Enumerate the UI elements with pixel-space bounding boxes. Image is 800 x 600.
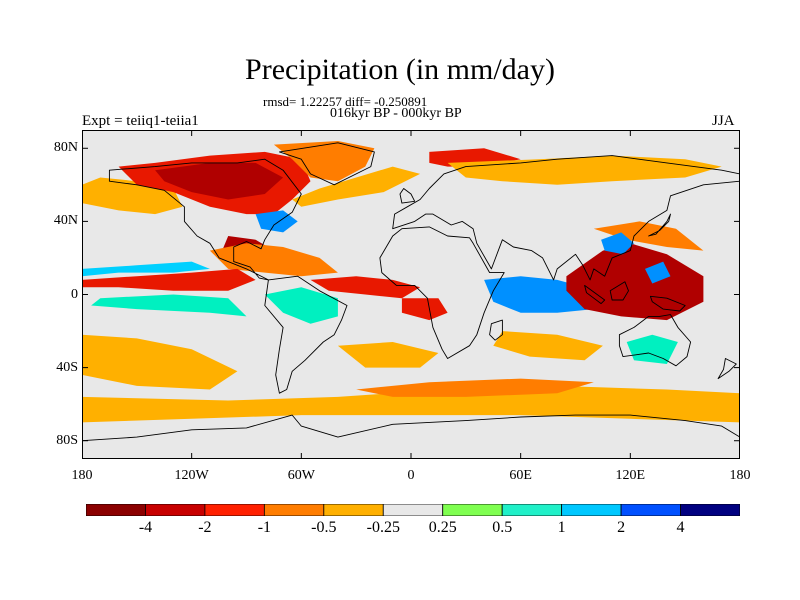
y-tick-label: 80N [53, 140, 78, 156]
y-tick-label: 80S [56, 432, 78, 448]
anomaly-gulf-atlantic-orange [209, 243, 338, 277]
x-tick-label: 120E [615, 468, 646, 483]
colorbar-box [382, 504, 444, 516]
anomaly-indian-ocean-wet [484, 276, 594, 313]
precipitation-map [82, 130, 740, 459]
map-panel [82, 130, 740, 459]
anomaly-maritime-continent-dry [566, 243, 704, 321]
coastline-layer [82, 142, 740, 459]
y-tick-label: 0 [71, 286, 78, 302]
colorbar-box [145, 504, 206, 516]
colorbar [86, 504, 740, 516]
x-tick-label: 0 [407, 468, 415, 483]
colorbar-label: -1 [257, 519, 272, 536]
stats-subtitle: rmsd= 1.22257 diff= -0.250891 [263, 94, 428, 109]
colorbar-box [561, 504, 622, 516]
anomaly-greenland-orange [273, 141, 375, 182]
season-label: JJA [712, 113, 735, 129]
plot-title: Precipitation (in mm/day) [245, 53, 555, 86]
anomaly-philippine-wet [645, 261, 671, 284]
coastline-antarctica [82, 414, 740, 459]
colorbar-box [263, 504, 325, 516]
x-tick-label: 120W [174, 468, 209, 483]
colorbar-box [680, 504, 740, 516]
y-tick-label: 40N [53, 213, 78, 229]
anomaly-south-atlantic-orange [337, 342, 439, 368]
anomaly-south-indian-orange [493, 331, 603, 361]
coastline-new-guinea [649, 295, 686, 312]
colorbar-box [323, 504, 384, 516]
x-tick-label: 60W [287, 468, 315, 483]
colorbar-label: 4 [676, 519, 685, 536]
colorbar-box [501, 504, 563, 516]
x-tick-label: 180 [71, 468, 93, 483]
colorbar-label: 0.25 [428, 519, 457, 536]
anomaly-south-pacific-cyan [91, 294, 247, 317]
anomaly-china-wet [601, 232, 634, 255]
colorbar-label: -4 [138, 519, 153, 536]
coastline-australia [618, 314, 692, 367]
coastline-south-america [264, 275, 348, 394]
anomaly-south-pacific-orange [82, 334, 238, 390]
colorbar-label: -0.5 [311, 519, 337, 536]
coastline-north-america [108, 158, 302, 281]
anomaly-equatorial-pacific-wet [82, 261, 210, 277]
coastline-new-zealand [717, 358, 737, 380]
colorbar-box [620, 504, 681, 516]
anomaly-west-africa-red [401, 298, 448, 321]
experiment-label: Expt = teiiq1-teiia1 [82, 113, 199, 129]
coastline-eurasia [392, 155, 740, 281]
coastline-uk [399, 188, 416, 204]
colorbar-box [204, 504, 265, 516]
x-tick-label: 60E [509, 468, 532, 483]
colorbar-label: -0.25 [366, 519, 400, 536]
anomaly-north-america-core [155, 162, 284, 200]
coastline-borneo [609, 281, 629, 301]
coastline-madagascar [489, 319, 503, 341]
colorbar-label: 0.5 [492, 519, 513, 536]
anomaly-southern-ocean-orange [356, 378, 594, 397]
colorbar-label: -2 [198, 519, 212, 536]
coastline-africa [379, 226, 505, 359]
coastline-japan [648, 213, 671, 237]
colorbar-label: 2 [617, 519, 626, 536]
coastline-sumatra [584, 284, 606, 305]
anomaly-north-atlantic-orange [292, 166, 421, 207]
anomaly-southern-ocean-band [82, 385, 740, 423]
period-subtitle: 016kyr BP - 000kyr BP [330, 106, 462, 121]
colorbar-box [442, 504, 503, 516]
coastline-greenland [278, 142, 375, 186]
anomaly-australia-wet [626, 334, 678, 364]
x-tick-label: 180 [729, 468, 751, 483]
anomaly-itcz-pacific-red [82, 268, 256, 291]
colorbar-label: 1 [557, 519, 566, 536]
colorbar-box [86, 504, 146, 516]
anomaly-amazon-wet [264, 287, 338, 324]
y-tick-label: 40S [56, 359, 78, 375]
